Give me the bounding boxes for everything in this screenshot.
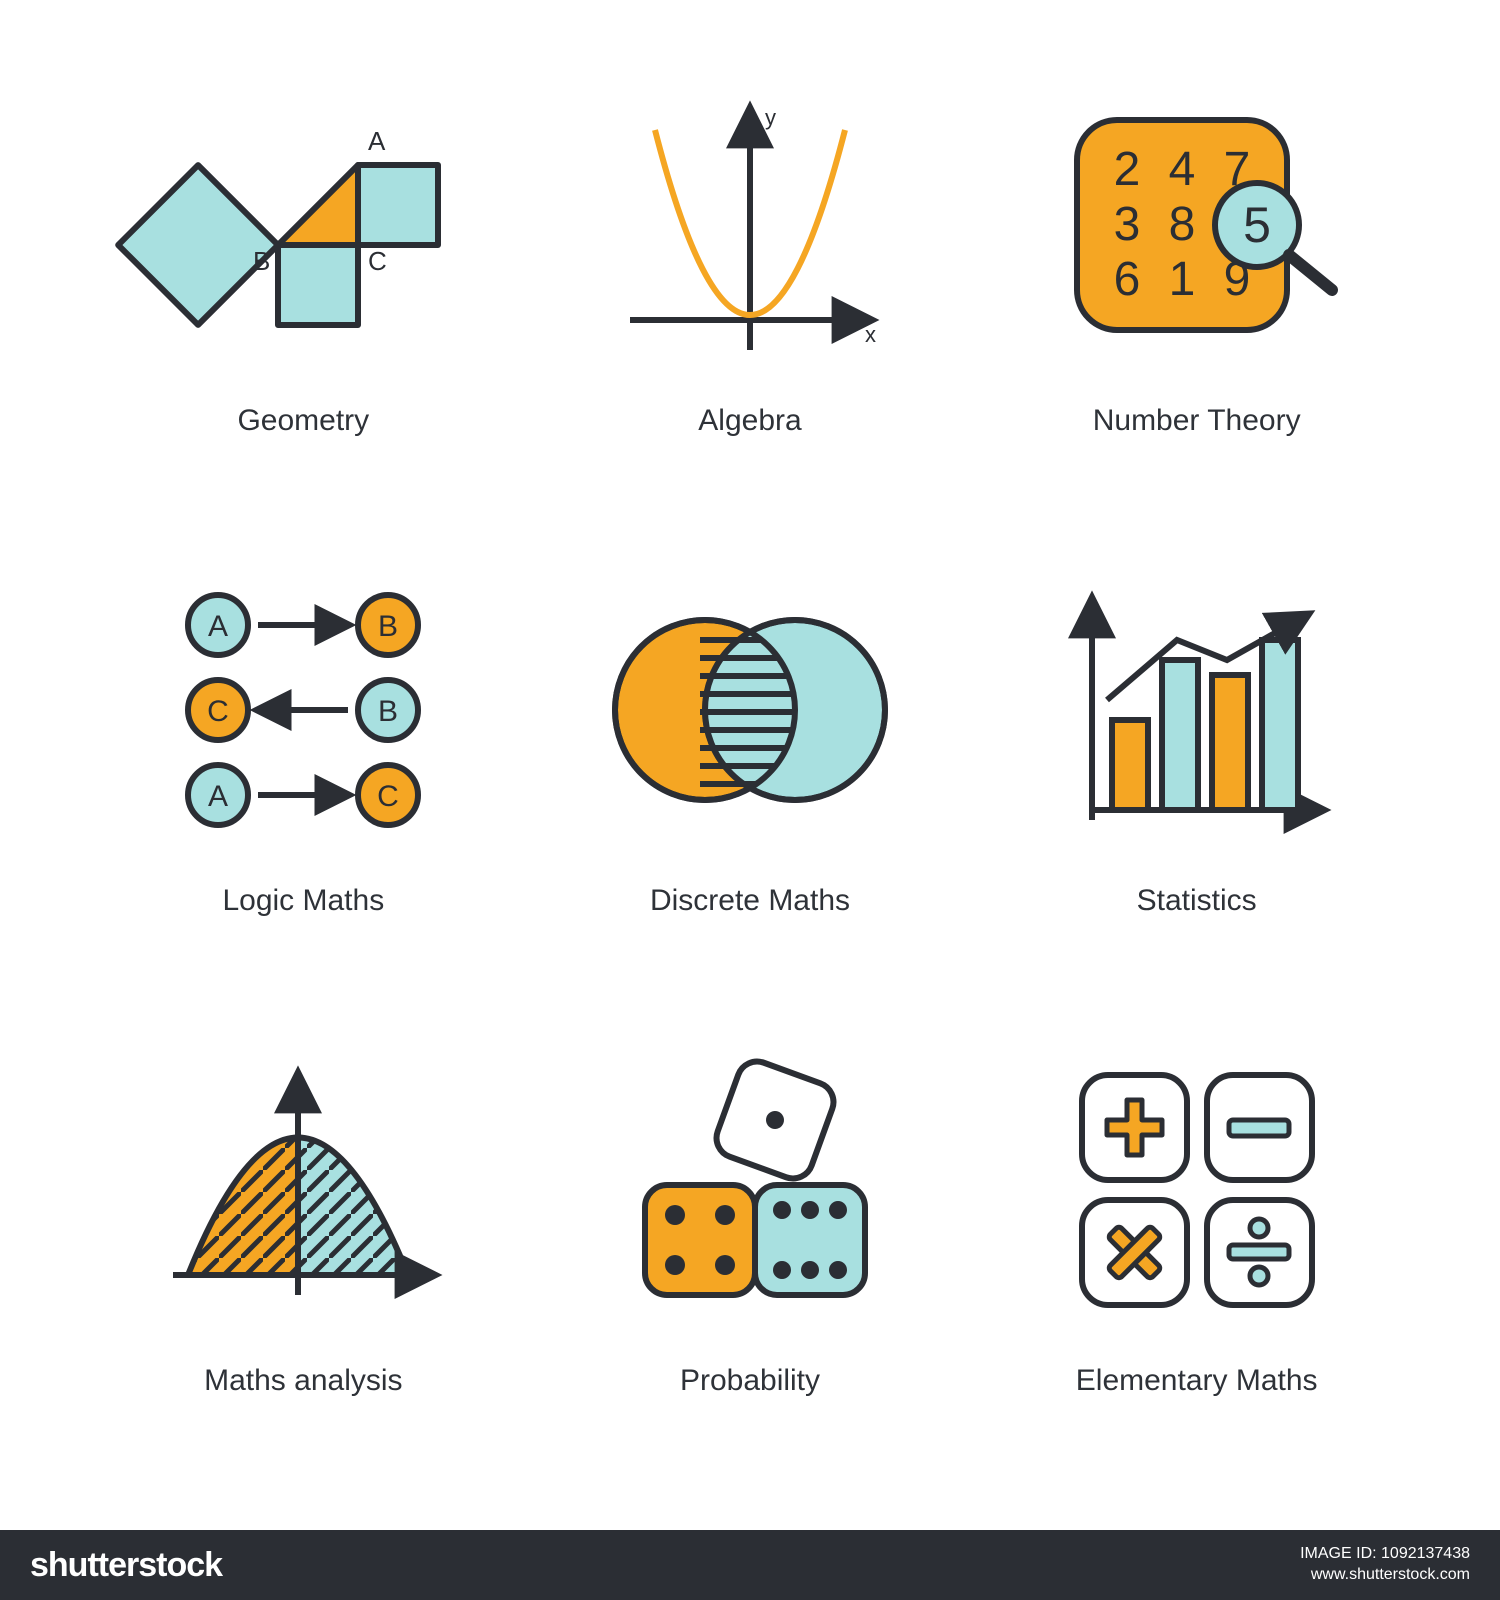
cell-logic: A B C B A C Logic: [100, 560, 507, 1000]
elementary-label: Elementary Maths: [1076, 1364, 1318, 1398]
cell-elementary: Elementary Maths: [993, 1040, 1400, 1480]
logic-r0-right: B: [378, 610, 398, 643]
probability-label: Probability: [680, 1364, 820, 1398]
logic-r1-right: B: [378, 695, 398, 728]
discrete-icon: [600, 560, 900, 860]
statistics-label: Statistics: [1137, 884, 1257, 918]
icon-grid: A B C Geometry: [100, 80, 1400, 1480]
cell-analysis: Maths analysis: [100, 1040, 507, 1480]
cell-geometry: A B C Geometry: [100, 80, 507, 520]
cell-discrete: Discrete Maths: [547, 560, 954, 1000]
logic-label: Logic Maths: [222, 884, 384, 918]
logic-r2-left: A: [208, 780, 228, 813]
analysis-label: Maths analysis: [204, 1364, 402, 1398]
cell-number-theory: 2 4 7 3 8 6 1 9 5 Number Theory: [993, 80, 1400, 520]
statistics-icon: [1047, 560, 1347, 860]
logic-r2-right: C: [377, 780, 399, 813]
nt-n00: 2: [1113, 143, 1140, 196]
image-id: 1092137438: [1381, 1545, 1470, 1562]
footer-meta: IMAGE ID: 1092137438 www.shutterstock.co…: [1300, 1544, 1470, 1586]
geometry-icon: A B C: [153, 80, 453, 380]
vertex-b: B: [253, 246, 270, 276]
elementary-icon: [1047, 1040, 1347, 1340]
nt-n11: 8: [1168, 198, 1195, 251]
cell-probability: Probability: [547, 1040, 954, 1480]
algebra-icon: x y: [600, 80, 900, 380]
number-theory-label: Number Theory: [1093, 404, 1301, 438]
nt-n10: 3: [1113, 198, 1140, 251]
vertex-a: A: [368, 126, 386, 156]
probability-icon: [600, 1040, 900, 1340]
logic-icon: A B C B A C: [153, 560, 453, 860]
analysis-icon: [153, 1040, 453, 1340]
discrete-label: Discrete Maths: [650, 884, 850, 918]
cell-algebra: x y Algebra: [547, 80, 954, 520]
nt-n01: 4: [1168, 143, 1195, 196]
vertex-c: C: [368, 246, 387, 276]
logic-r1-left: C: [207, 695, 229, 728]
footer-bar: shutterstock IMAGE ID: 1092137438 www.sh…: [0, 1530, 1500, 1600]
axis-y-label: y: [765, 105, 776, 130]
nt-n21: 1: [1168, 253, 1195, 306]
axis-x-label: x: [865, 322, 876, 347]
logic-r0-left: A: [208, 610, 228, 643]
shutterstock-logo: shutterstock: [30, 1546, 222, 1585]
algebra-label: Algebra: [698, 404, 801, 438]
canvas: A B C Geometry: [0, 0, 1500, 1600]
number-theory-icon: 2 4 7 3 8 6 1 9 5: [1047, 80, 1347, 380]
image-id-label: IMAGE ID:: [1300, 1545, 1376, 1562]
cell-statistics: Statistics: [993, 560, 1400, 1000]
geometry-label: Geometry: [237, 404, 369, 438]
nt-n20: 6: [1113, 253, 1140, 306]
footer-site: www.shutterstock.com: [1300, 1565, 1470, 1586]
nt-highlight: 5: [1243, 197, 1271, 253]
